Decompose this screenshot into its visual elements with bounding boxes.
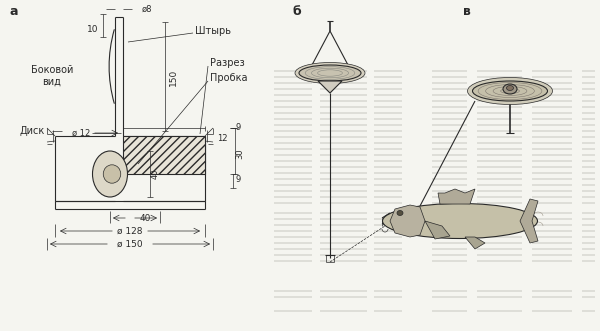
Text: 30: 30 [235, 149, 245, 159]
Ellipse shape [382, 204, 538, 239]
Text: 40: 40 [139, 213, 151, 222]
Bar [123, 136, 205, 174]
Text: Штырь: Штырь [195, 26, 231, 36]
Text: ø 12: ø 12 [72, 128, 90, 137]
Ellipse shape [503, 84, 517, 94]
Ellipse shape [472, 81, 547, 101]
Ellipse shape [467, 77, 553, 105]
Polygon shape [318, 81, 342, 93]
Polygon shape [465, 237, 485, 249]
Text: а: а [10, 5, 18, 18]
Text: 12: 12 [217, 133, 227, 143]
Ellipse shape [295, 63, 365, 83]
Ellipse shape [103, 165, 121, 183]
Ellipse shape [92, 151, 128, 197]
Text: ø8: ø8 [142, 5, 152, 14]
Ellipse shape [299, 65, 361, 81]
Text: б: б [293, 5, 302, 18]
Text: Диск: Диск [19, 126, 44, 136]
Polygon shape [390, 205, 425, 237]
Polygon shape [520, 199, 538, 243]
Text: Разрез: Разрез [210, 58, 245, 68]
Ellipse shape [397, 211, 403, 215]
Text: Пробка: Пробка [210, 73, 248, 83]
Ellipse shape [506, 85, 514, 90]
Text: 9: 9 [235, 174, 241, 183]
Text: 9: 9 [235, 122, 241, 131]
Polygon shape [438, 189, 475, 204]
Polygon shape [425, 221, 450, 239]
Text: 150: 150 [169, 69, 178, 86]
Text: в: в [463, 5, 471, 18]
Text: ø 150: ø 150 [117, 240, 143, 249]
Text: 10: 10 [86, 24, 98, 33]
Text: Боковой
вид: Боковой вид [31, 65, 73, 87]
Text: ø 128: ø 128 [117, 226, 143, 235]
Text: 40: 40 [151, 169, 160, 179]
